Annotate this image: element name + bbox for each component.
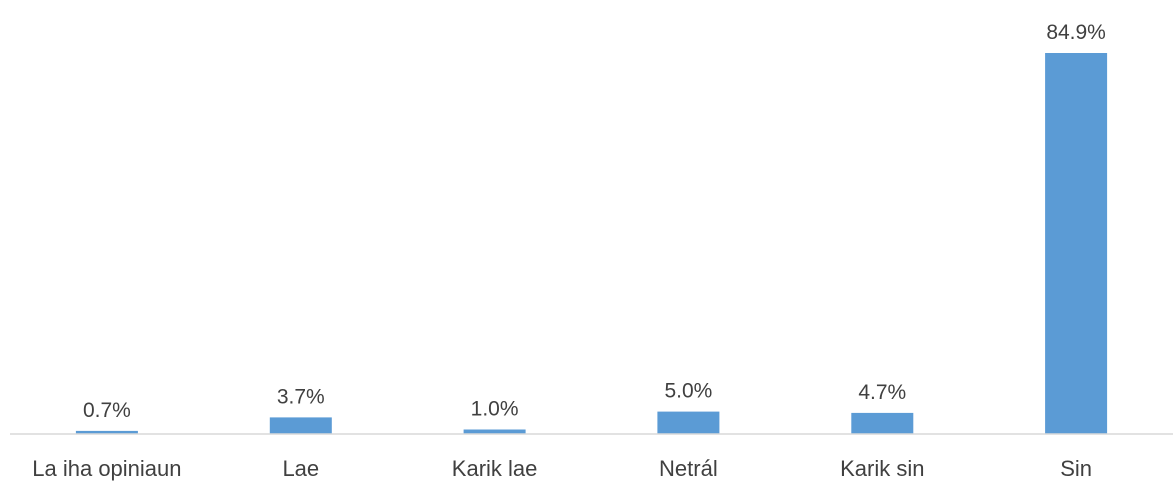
- bar-6: [1045, 53, 1108, 434]
- data-label-6: 84.9%: [1046, 21, 1106, 44]
- data-label-1: 0.7%: [83, 399, 131, 422]
- data-labels-layer: 0.7% 3.7% 1.0% 5.0% 4.7% 84.9%: [83, 21, 1106, 422]
- data-label-5: 4.7%: [858, 381, 906, 404]
- x-tick-label-4: Netrál: [659, 456, 718, 481]
- bar-4: [657, 411, 720, 434]
- x-tick-label-5: Karik sin: [840, 456, 924, 481]
- x-tick-label-1: La iha opiniaun: [32, 456, 181, 481]
- bars-layer: [75, 53, 1108, 434]
- data-label-2: 3.7%: [277, 385, 325, 408]
- data-label-4: 5.0%: [664, 380, 712, 403]
- data-label-3: 1.0%: [471, 398, 519, 421]
- x-tick-label-2: Lae: [282, 456, 319, 481]
- bar-2: [269, 417, 332, 434]
- x-tick-label-3: Karik lae: [452, 456, 538, 481]
- bar-5: [851, 412, 914, 434]
- bar-3: [463, 429, 526, 434]
- bar-1: [75, 430, 138, 434]
- x-tick-label-6: Sin: [1060, 456, 1092, 481]
- x-tick-labels-layer: La iha opiniaun Lae Karik lae Netrál Karik s…: [32, 456, 1092, 481]
